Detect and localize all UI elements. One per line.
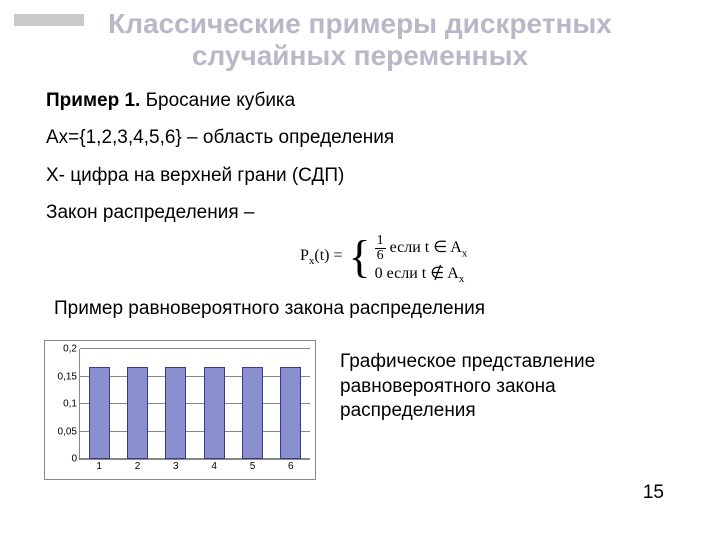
- chart-xlabel: 2: [135, 459, 141, 472]
- formula-arg: (t) =: [314, 247, 342, 264]
- chart-gridline: 0: [80, 458, 310, 459]
- case1-sub: x: [462, 247, 468, 259]
- case1-tail: если t ∈ A: [390, 239, 462, 256]
- case2-head: 0: [375, 265, 383, 282]
- page-number: 15: [643, 482, 664, 504]
- body-text: Пример 1. Бросание кубика Ax={1,2,3,4,5,…: [46, 86, 666, 236]
- x-line: X- цифра на верхней грани (СДП): [46, 161, 666, 190]
- domain-line: Ax={1,2,3,4,5,6} – область определения: [46, 123, 666, 152]
- chart-ylabel: 0,05: [58, 426, 80, 437]
- formula-case1: 1 6 если t ∈ Ax: [375, 234, 468, 263]
- example-label: Пример 1.: [46, 90, 140, 111]
- chart-ylabel: 0,15: [58, 371, 80, 382]
- law-line: Закон распределения –: [46, 198, 666, 227]
- slide: Классические примеры дискретных случайны…: [0, 0, 720, 540]
- chart-bar: [89, 367, 110, 459]
- chart-xlabel: 1: [96, 459, 102, 472]
- case2-tail: если t ∉ A: [387, 265, 459, 282]
- chart-bar: [280, 367, 301, 459]
- chart-xlabel: 6: [288, 459, 294, 472]
- chart-gridline: 0,15: [80, 376, 310, 377]
- slide-title: Классические примеры дискретных случайны…: [0, 8, 720, 72]
- case2-sub: x: [459, 273, 465, 285]
- frac-den: 6: [377, 249, 384, 263]
- formula-P: P: [300, 247, 309, 264]
- title-line1: Классические примеры дискретных: [108, 8, 612, 39]
- chart-bar: [127, 367, 148, 459]
- chart-gridline: 0,1: [80, 403, 310, 404]
- chart-xlabel: 5: [250, 459, 256, 472]
- distribution-chart: 0 0,05 0,1 0,15 0,2 1 2 3 4 5 6: [44, 340, 316, 480]
- distribution-formula: Px(t) = { 1 6 если t ∈ Ax 0 если t ∉ Ax: [300, 234, 467, 280]
- chart-xlabel: 4: [211, 459, 217, 472]
- chart-bar: [204, 367, 225, 459]
- chart-bar: [165, 367, 186, 459]
- chart-caption: Графическое представление равновероятног…: [340, 350, 660, 424]
- chart-plot-area: 00,050,10,150,2123456: [79, 349, 310, 460]
- chart-bar: [242, 367, 263, 459]
- chart-xlabel: 3: [173, 459, 179, 472]
- frac-num: 1: [375, 234, 386, 249]
- chart-gridline: 0,2: [80, 348, 310, 349]
- formula-case2: 0 если t ∉ Ax: [375, 263, 468, 285]
- uniform-law-caption: Пример равновероятного закона распределе…: [54, 298, 485, 320]
- chart-ylabel: 0,2: [63, 344, 80, 355]
- chart-ylabel: 0: [71, 454, 80, 465]
- chart-ylabel: 0,1: [63, 399, 80, 410]
- chart-gridline: 0,05: [80, 431, 310, 432]
- title-line2: случайных переменных: [192, 40, 528, 71]
- example-name: Бросание кубика: [146, 90, 296, 111]
- brace-icon: {: [349, 234, 371, 280]
